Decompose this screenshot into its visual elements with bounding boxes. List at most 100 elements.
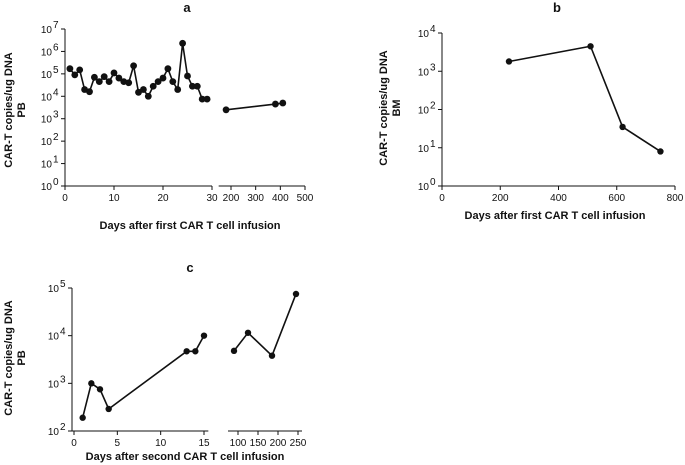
x-tick-label: 100 xyxy=(230,438,247,449)
data-point xyxy=(125,79,133,87)
data-point xyxy=(86,88,93,96)
y-tick-exponent: 2 xyxy=(430,101,436,112)
x-tick-label: 200 xyxy=(492,193,509,204)
data-point xyxy=(66,65,74,73)
data-point xyxy=(95,78,103,86)
data-point xyxy=(96,386,104,393)
y-tick-exponent: 2 xyxy=(60,422,66,433)
x-tick-label: 400 xyxy=(550,193,567,204)
x-tick-label: 0 xyxy=(71,438,77,449)
data-point xyxy=(169,78,177,86)
data-point xyxy=(200,332,208,339)
panel-b-x-axis-title: Days after first CAR T cell infusion xyxy=(465,210,646,222)
y-tick-exponent: 6 xyxy=(53,42,59,53)
x-tick-label: 10 xyxy=(108,193,120,204)
y-tick-exponent: 5 xyxy=(60,279,66,290)
data-point xyxy=(115,74,123,82)
x-tick-label: 300 xyxy=(247,193,264,204)
data-point xyxy=(79,414,86,421)
y-tick-exponent: 4 xyxy=(60,327,66,338)
panel-a-letter: a xyxy=(183,0,191,15)
panel-c-y-axis-title-line2: PB xyxy=(16,350,28,365)
panel-a-x-axis-title: Days after first CAR T cell infusion xyxy=(100,220,281,232)
y-tick-exponent: 5 xyxy=(53,65,59,76)
data-point xyxy=(76,66,84,74)
y-tick-exponent: 3 xyxy=(53,110,59,121)
data-point xyxy=(230,347,238,355)
x-tick-label: 200 xyxy=(270,438,287,449)
panel-c-x-axis-title: Days after second CAR T cell infusion xyxy=(86,451,285,463)
series-line xyxy=(233,293,297,358)
panel-b-y-axis-title-line1: CAR-T copies/ug DNA xyxy=(378,50,390,166)
data-point xyxy=(505,58,513,65)
y-tick-exponent: 3 xyxy=(430,62,436,73)
y-tick-exponent: 4 xyxy=(53,87,59,98)
data-point xyxy=(272,100,279,108)
y-tick-exponent: 1 xyxy=(430,139,436,150)
y-tick-label: 10 xyxy=(48,332,60,343)
x-tick-label: 0 xyxy=(439,193,445,204)
y-tick-label: 10 xyxy=(41,160,53,171)
data-point xyxy=(100,73,108,81)
y-tick-exponent: 4 xyxy=(430,24,436,35)
x-tick-label: 0 xyxy=(62,193,68,204)
data-point xyxy=(105,405,112,413)
y-tick-label: 10 xyxy=(41,182,53,193)
y-tick-label: 10 xyxy=(48,427,60,438)
y-tick-label: 10 xyxy=(418,29,430,40)
x-tick-label: 400 xyxy=(272,193,289,204)
x-tick-label: 10 xyxy=(155,438,167,449)
data-point xyxy=(657,148,664,155)
panel-a-y-axis-title-line1: CAR-T copies/ug DNA xyxy=(3,52,15,168)
series-line xyxy=(81,335,205,418)
data-point xyxy=(292,290,300,298)
data-point xyxy=(203,95,211,103)
y-tick-label: 10 xyxy=(48,379,60,390)
y-tick-label: 10 xyxy=(41,70,53,81)
data-point xyxy=(193,82,201,90)
y-tick-label: 10 xyxy=(48,284,60,295)
data-point xyxy=(279,99,287,107)
x-tick-label: 250 xyxy=(290,438,307,449)
data-point xyxy=(105,78,113,86)
series-line xyxy=(508,45,661,153)
y-tick-label: 10 xyxy=(41,137,53,148)
data-point xyxy=(88,380,95,387)
data-point xyxy=(149,82,157,90)
y-tick-exponent: 7 xyxy=(53,20,59,31)
data-point xyxy=(183,348,190,355)
panel-b-y-axis-title-line2: BM xyxy=(391,99,403,116)
data-point xyxy=(91,73,98,81)
y-tick-label: 10 xyxy=(41,115,53,126)
y-tick-exponent: 3 xyxy=(60,374,66,385)
panel-c: c Days after second CAR T cell infusion … xyxy=(3,260,307,463)
y-tick-exponent: 0 xyxy=(53,177,59,188)
x-tick-label: 500 xyxy=(297,193,314,204)
panel-c-y-axis-title-line1: CAR-T copies/ug DNA xyxy=(3,300,15,416)
data-point xyxy=(619,123,626,131)
data-point xyxy=(179,39,187,47)
y-tick-exponent: 1 xyxy=(53,155,59,166)
data-point xyxy=(174,86,182,93)
data-point xyxy=(110,69,118,77)
data-point xyxy=(164,65,172,73)
data-point xyxy=(71,71,79,79)
data-point xyxy=(144,92,152,100)
y-tick-label: 10 xyxy=(41,92,53,103)
data-point xyxy=(130,62,138,70)
x-tick-label: 15 xyxy=(198,438,210,449)
y-tick-exponent: 0 xyxy=(430,177,436,188)
data-point xyxy=(198,95,206,103)
y-tick-label: 10 xyxy=(41,25,53,36)
x-tick-label: 600 xyxy=(608,193,625,204)
data-point xyxy=(587,43,594,50)
data-point xyxy=(159,74,167,82)
panel-c-letter: c xyxy=(186,260,193,275)
data-point xyxy=(184,72,191,80)
data-point xyxy=(154,78,162,86)
x-tick-label: 20 xyxy=(157,193,169,204)
y-tick-label: 10 xyxy=(418,67,430,78)
x-tick-label: 800 xyxy=(667,193,684,204)
x-tick-label: 5 xyxy=(115,438,121,449)
